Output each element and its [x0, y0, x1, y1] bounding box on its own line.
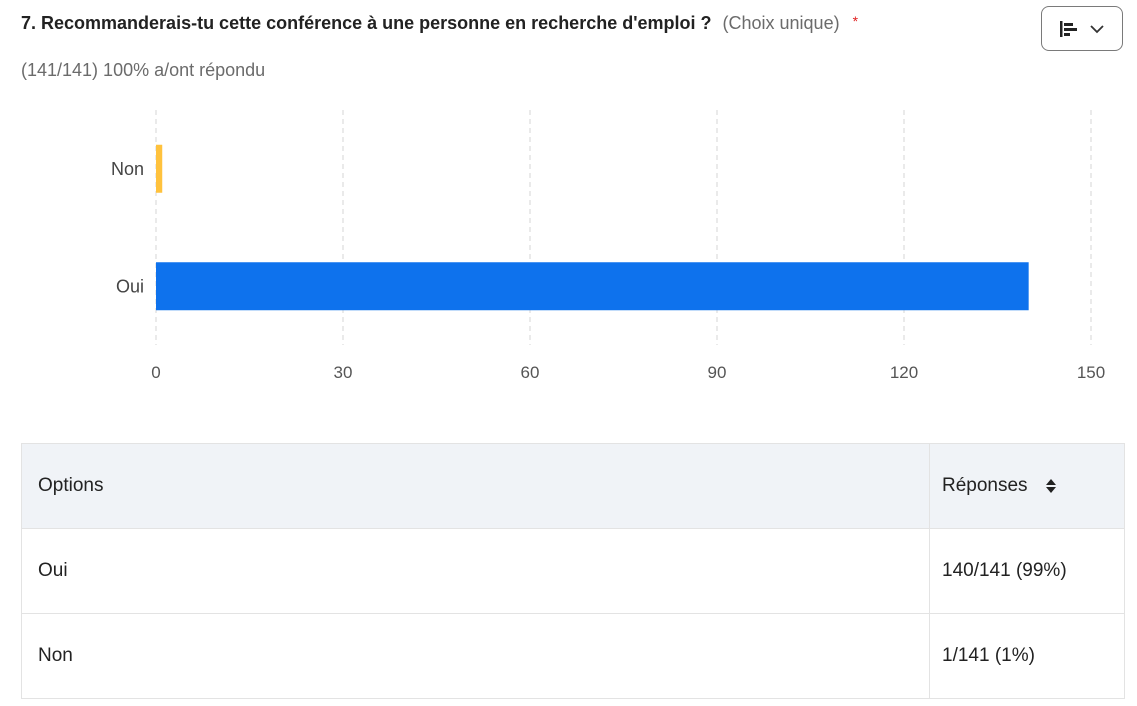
x-tick-label: 120	[890, 363, 918, 382]
bar-chart-horizontal-icon	[1060, 20, 1077, 37]
header-options: Options	[21, 443, 930, 529]
question-title: 7. Recommanderais-tu cette conférence à …	[21, 13, 858, 34]
sort-icon[interactable]	[1045, 476, 1057, 496]
x-tick-label: 0	[151, 363, 160, 382]
x-tick-label: 90	[708, 363, 727, 382]
required-mark: *	[852, 13, 859, 29]
x-tick-label: 150	[1077, 363, 1105, 382]
bar	[156, 144, 163, 193]
table-header-row: Options Réponses	[21, 443, 1125, 529]
chart-type-button[interactable]	[1041, 6, 1123, 51]
chevron-down-icon	[1090, 24, 1104, 33]
bar	[156, 262, 1029, 311]
header-responses[interactable]: Réponses	[929, 443, 1125, 529]
results-table: Options Réponses Oui 140/141 (99%) Non 1…	[21, 443, 1125, 699]
response-cell: 140/141 (99%)	[929, 528, 1125, 614]
category-label: Oui	[116, 276, 144, 296]
header-responses-label: Réponses	[942, 475, 1028, 496]
category-label: Non	[111, 159, 144, 179]
table-row: Oui 140/141 (99%)	[21, 528, 1125, 614]
x-tick-label: 30	[334, 363, 353, 382]
bar-chart: 0 30 60 90 120 150 Non Oui	[111, 110, 1105, 382]
response-cell: 1/141 (1%)	[929, 613, 1125, 699]
question-type-label: (Choix unique)	[722, 13, 840, 33]
option-cell: Non	[21, 613, 930, 699]
response-summary: (141/141) 100% a/ont répondu	[21, 60, 266, 80]
table-row: Non 1/141 (1%)	[21, 613, 1125, 699]
option-cell: Oui	[21, 528, 930, 614]
x-tick-label: 60	[521, 363, 540, 382]
question-text: 7. Recommanderais-tu cette conférence à …	[21, 13, 712, 33]
